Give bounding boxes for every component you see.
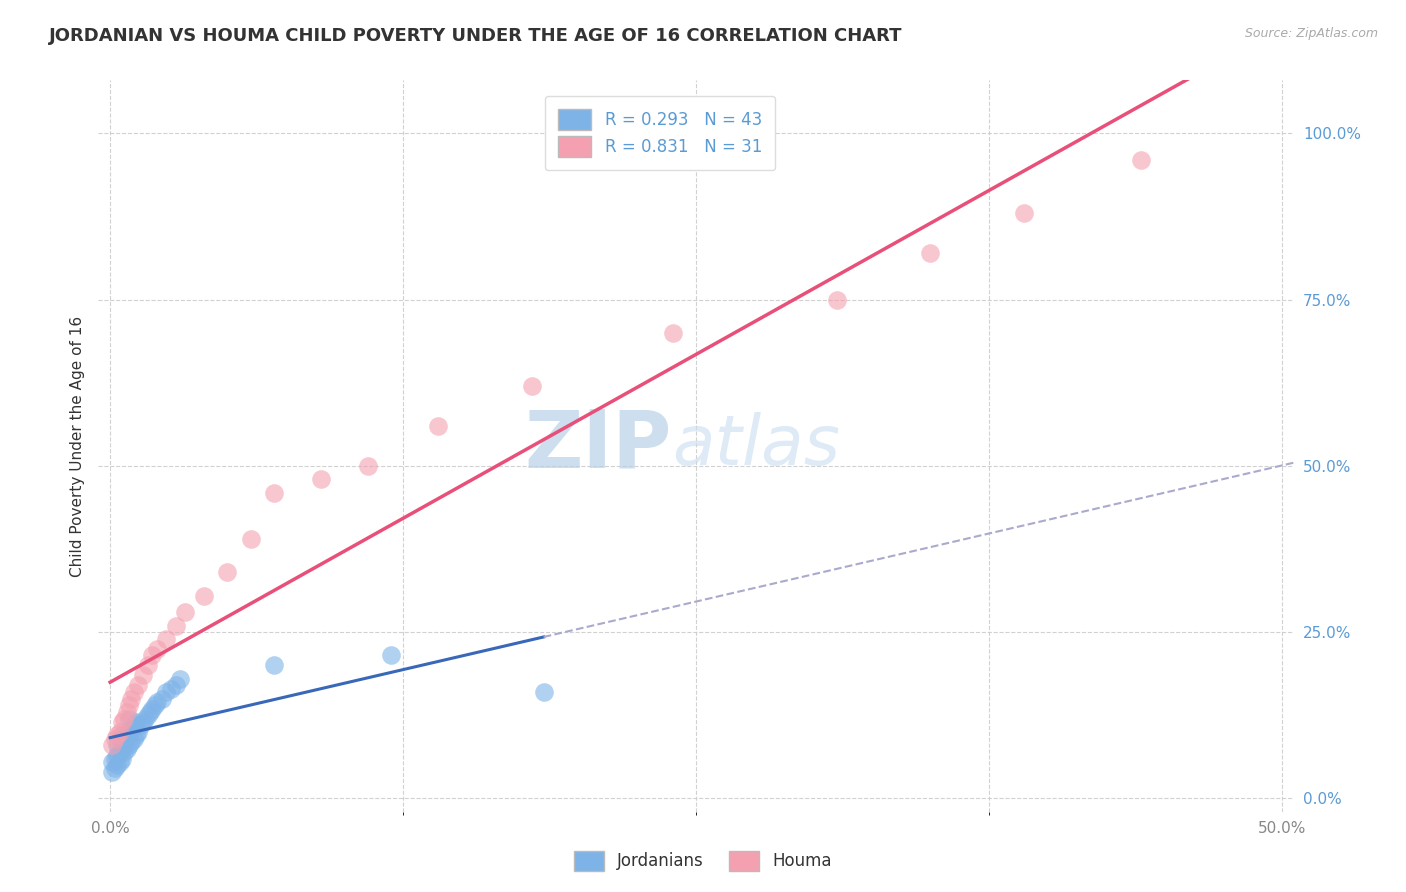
Point bbox=[132, 714, 155, 729]
Legend: Jordanians, Houma: Jordanians, Houma bbox=[568, 844, 838, 878]
Point bbox=[111, 714, 134, 729]
Point bbox=[165, 678, 187, 692]
Point bbox=[520, 379, 543, 393]
Point bbox=[155, 632, 177, 646]
Point bbox=[120, 691, 142, 706]
Point bbox=[309, 472, 332, 486]
Point bbox=[357, 458, 380, 473]
Point bbox=[150, 691, 173, 706]
Legend: R = 0.293   N = 43, R = 0.831   N = 31: R = 0.293 N = 43, R = 0.831 N = 31 bbox=[544, 96, 776, 170]
Point bbox=[111, 751, 134, 765]
Point bbox=[239, 532, 262, 546]
Point bbox=[108, 731, 131, 746]
Point bbox=[141, 701, 163, 715]
Point bbox=[169, 672, 191, 686]
Text: ZIP: ZIP bbox=[524, 407, 672, 485]
Point bbox=[132, 668, 155, 682]
Point bbox=[139, 705, 162, 719]
Point bbox=[825, 293, 848, 307]
Point bbox=[118, 698, 141, 713]
Text: JORDANIAN VS HOUMA CHILD POVERTY UNDER THE AGE OF 16 CORRELATION CHART: JORDANIAN VS HOUMA CHILD POVERTY UNDER T… bbox=[49, 27, 903, 45]
Point bbox=[105, 748, 128, 763]
Point bbox=[136, 708, 159, 723]
Point bbox=[136, 658, 159, 673]
Point bbox=[101, 755, 124, 769]
Point bbox=[120, 735, 142, 749]
Point bbox=[108, 755, 131, 769]
Point bbox=[104, 731, 127, 746]
Y-axis label: Child Poverty Under the Age of 16: Child Poverty Under the Age of 16 bbox=[69, 316, 84, 576]
Point bbox=[146, 695, 169, 709]
Point bbox=[146, 641, 169, 656]
Point bbox=[217, 566, 239, 580]
Point bbox=[143, 698, 166, 713]
Point bbox=[112, 712, 135, 726]
Point bbox=[108, 745, 131, 759]
Point bbox=[125, 728, 148, 742]
Point bbox=[118, 738, 141, 752]
Point bbox=[122, 731, 145, 746]
Point bbox=[111, 741, 134, 756]
Point bbox=[104, 762, 127, 776]
Point bbox=[134, 712, 156, 726]
Point bbox=[380, 648, 402, 663]
Point bbox=[165, 618, 187, 632]
Text: Source: ZipAtlas.com: Source: ZipAtlas.com bbox=[1244, 27, 1378, 40]
Point bbox=[427, 419, 450, 434]
Point bbox=[101, 738, 124, 752]
Point bbox=[112, 745, 135, 759]
Point bbox=[122, 718, 145, 732]
Point bbox=[127, 678, 149, 692]
Point bbox=[101, 764, 124, 779]
Point bbox=[115, 705, 138, 719]
Point bbox=[920, 246, 942, 260]
Point bbox=[174, 605, 197, 619]
Point bbox=[115, 741, 138, 756]
Point bbox=[115, 728, 138, 742]
Point bbox=[108, 725, 131, 739]
Point bbox=[105, 758, 128, 772]
Point bbox=[263, 658, 285, 673]
Point bbox=[120, 722, 142, 736]
Point bbox=[127, 725, 149, 739]
Point bbox=[105, 738, 128, 752]
Point bbox=[160, 681, 183, 696]
Point bbox=[112, 735, 135, 749]
Point bbox=[129, 718, 152, 732]
Point bbox=[155, 685, 177, 699]
Point bbox=[193, 589, 215, 603]
Point bbox=[122, 685, 145, 699]
Point bbox=[533, 685, 555, 699]
Text: atlas: atlas bbox=[672, 412, 839, 480]
Point bbox=[105, 728, 128, 742]
Point bbox=[111, 728, 134, 742]
Point bbox=[141, 648, 163, 663]
Point bbox=[104, 751, 127, 765]
Point bbox=[118, 712, 141, 726]
Point bbox=[1012, 206, 1035, 220]
Point bbox=[1130, 153, 1153, 167]
Point bbox=[118, 725, 141, 739]
Point bbox=[125, 714, 148, 729]
Point bbox=[661, 326, 683, 340]
Point bbox=[263, 485, 285, 500]
